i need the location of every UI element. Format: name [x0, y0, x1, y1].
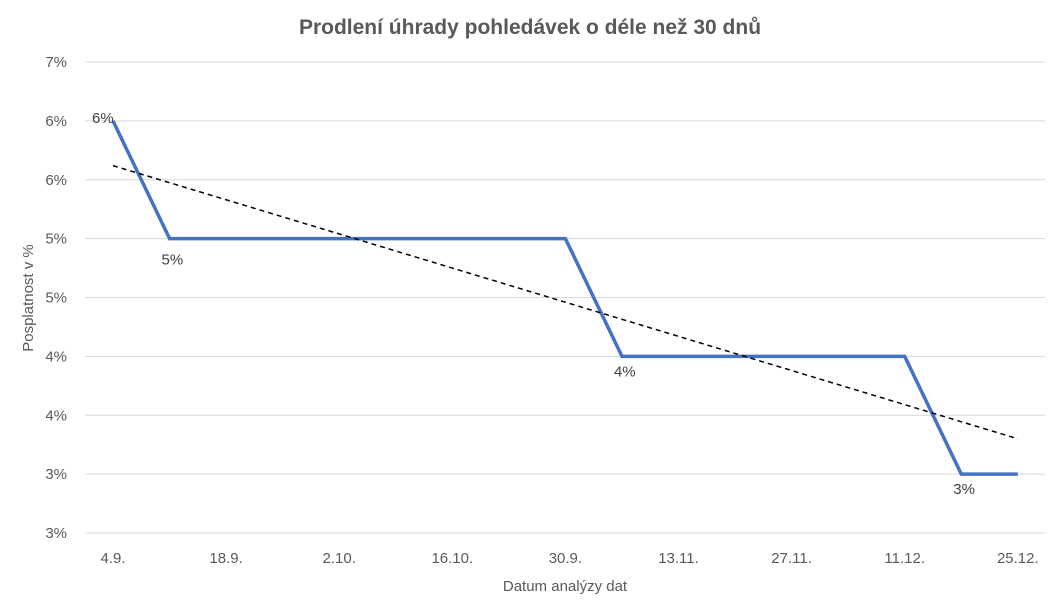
y-tick-label: 6%: [45, 113, 67, 130]
x-tick-label: 16.10.: [431, 550, 473, 567]
series-line: [111, 120, 1018, 476]
y-axis-ticks: 7% 6% 6% 5% 5% 4% 4% 3% 3%: [45, 54, 67, 542]
x-axis-ticks: 4.9. 18.9. 2.10. 16.10. 30.9. 13.11. 27.11. 11.…: [100, 550, 1038, 567]
data-label: 6%: [92, 110, 114, 127]
x-tick-label: 30.9.: [549, 550, 582, 567]
gridlines: [85, 61, 1045, 534]
data-label: 4%: [614, 363, 636, 380]
y-tick-label: 6%: [45, 172, 67, 189]
y-tick-label: 3%: [45, 525, 67, 542]
y-tick-label: 3%: [45, 466, 67, 483]
x-tick-label: 2.10.: [323, 550, 356, 567]
y-axis-title: Posplatnost v %: [20, 244, 37, 352]
data-label: 3%: [953, 481, 975, 498]
y-tick-label: 4%: [45, 407, 67, 424]
x-tick-label: 4.9.: [100, 550, 125, 567]
trendline: [112, 164, 1019, 440]
y-tick-label: 7%: [45, 54, 67, 71]
x-tick-label: 27.11.: [771, 550, 812, 567]
y-tick-label: 5%: [45, 231, 67, 248]
data-label: 5%: [162, 252, 184, 269]
y-tick-label: 4%: [45, 348, 67, 365]
x-axis-title: Datum analýzy dat: [503, 578, 628, 595]
x-tick-label: 13.11.: [658, 550, 699, 567]
chart-title: Prodlení úhrady pohledávek o déle než 30…: [299, 16, 761, 39]
series-group: [111, 120, 1018, 476]
y-tick-label: 5%: [45, 290, 67, 307]
data-labels: 6% 5% 4% 3%: [92, 110, 975, 498]
x-tick-label: 25.12.: [997, 550, 1039, 567]
x-tick-label: 11.12.: [884, 550, 925, 567]
x-tick-label: 18.9.: [209, 550, 242, 567]
trendline-group: [112, 164, 1019, 440]
